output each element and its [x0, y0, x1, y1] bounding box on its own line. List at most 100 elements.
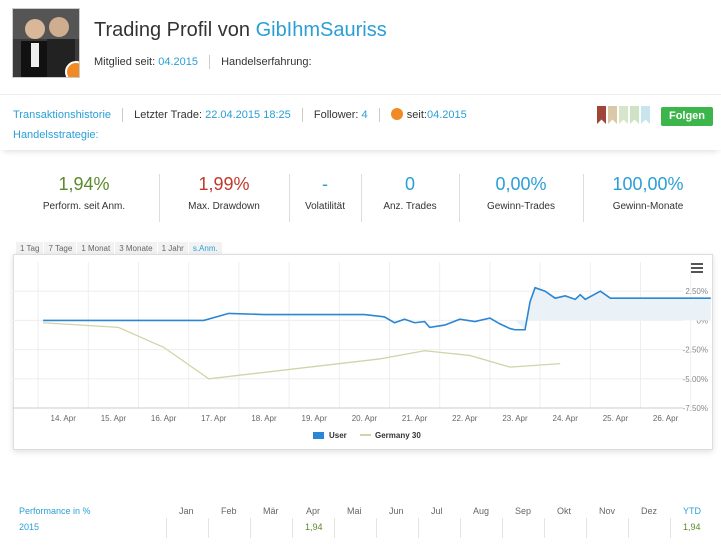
stat-trade-count: 0 Anz. Trades [362, 174, 458, 224]
stat-label: Gewinn-Monate [612, 201, 684, 212]
column-divider [376, 518, 377, 538]
column-divider [544, 518, 545, 538]
member-since-label: Mitglied seit: [94, 55, 156, 68]
stat-winning-trades: 0,00% Gewinn-Trades [460, 174, 582, 224]
range-tabs: 1 Tag 7 Tage 1 Monat 3 Monate 1 Jahr s.Anm. [16, 242, 223, 255]
profile-meta: Mitglied seit: 04.2015 Handelserfahrung: [94, 55, 312, 69]
range-tab-1-day[interactable]: 1 Tag [16, 242, 44, 255]
month-header: Mär [263, 506, 279, 516]
series-area [515, 287, 711, 330]
month-header: Mai [347, 506, 362, 516]
x-tick-label: 19. Apr [302, 414, 328, 423]
month-value-cell: 1,94 [305, 522, 323, 532]
rank-flags [597, 106, 652, 129]
divider [289, 174, 290, 222]
follower-count[interactable]: 4 [361, 109, 368, 121]
coin-icon [390, 108, 403, 120]
stat-value: 0,00% [495, 174, 547, 194]
transaction-history-link[interactable]: Transaktionshistorie [13, 109, 112, 121]
column-divider [208, 518, 209, 538]
range-tab-1-year[interactable]: 1 Jahr [157, 242, 188, 255]
stat-performance: 1,94% Perform. seit Anm. [10, 174, 158, 224]
divider [459, 174, 460, 222]
stat-volatility: - Volatilität [290, 174, 360, 224]
x-tick-label: 17. Apr [201, 414, 227, 423]
month-header: Jul [431, 506, 443, 516]
divider [159, 174, 160, 222]
stats-row: 1,94% Perform. seit Anm. 1,99% Max. Draw… [10, 174, 710, 224]
chart-menu-icon[interactable] [691, 263, 703, 275]
range-tab-1-month[interactable]: 1 Monat [77, 242, 115, 255]
performance-table: Performance in % Jan Feb Mär Apr Mai Jun Jul Au… [0, 500, 721, 550]
y-tick-label: -7.50% [683, 404, 708, 413]
x-tick-label: 14. Apr [51, 414, 77, 423]
month-header: Feb [221, 506, 237, 516]
x-tick-label: 23. Apr [502, 414, 528, 423]
rank-flag-icon [597, 106, 606, 124]
y-tick-label: 2.50% [685, 287, 708, 296]
profile-username[interactable]: GibIhmSauriss [255, 19, 387, 41]
trading-strategy-link[interactable]: Handelsstrategie: [13, 129, 99, 141]
stat-value: 100,00% [612, 174, 684, 194]
x-tick-label: 22. Apr [452, 414, 478, 423]
rank-flag-icon [641, 106, 650, 124]
column-divider [586, 518, 587, 538]
since-value: 04.2015 [426, 109, 467, 121]
y-tick-label: -2.50% [683, 346, 708, 355]
x-tick-label: 15. Apr [101, 414, 127, 423]
divider [301, 108, 303, 123]
ytd-header: YTD [683, 506, 701, 516]
follower-label: Follower: [313, 109, 359, 121]
rank-flag-icon [608, 106, 617, 124]
divider [378, 108, 380, 123]
year-cell[interactable]: 2015 [19, 522, 40, 532]
stat-label: Max. Drawdown [188, 201, 260, 212]
stat-max-drawdown: 1,99% Max. Drawdown [160, 174, 288, 224]
column-divider [166, 518, 167, 538]
rank-flag-icon [630, 106, 639, 124]
x-tick-label: 24. Apr [553, 414, 579, 423]
month-header: Jun [389, 506, 404, 516]
last-trade-label: Letzter Trade: [134, 109, 203, 121]
page-title: Trading Profil von GibIhmSauriss [94, 19, 387, 42]
experience-label: Handelserfahrung: [221, 55, 312, 68]
series-line [43, 286, 711, 331]
column-divider [418, 518, 419, 538]
column-divider [502, 518, 503, 538]
range-tab-since-signup[interactable]: s.Anm. [188, 242, 222, 255]
month-header: Apr [306, 506, 321, 516]
stat-value: 0 [404, 174, 415, 194]
legend-swatch [313, 432, 324, 439]
x-tick-label: 18. Apr [251, 414, 277, 423]
month-header: Sep [515, 506, 532, 516]
column-divider [460, 518, 461, 538]
avatar[interactable] [12, 8, 80, 78]
range-tab-7-days[interactable]: 7 Tage [44, 242, 77, 255]
x-tick-label: 16. Apr [151, 414, 177, 423]
follow-button[interactable]: Folgen [661, 107, 713, 126]
stat-value: 1,99% [198, 174, 250, 194]
y-tick-label: 0% [696, 316, 708, 325]
profile-header: Trading Profil von GibIhmSauriss Mitglie… [12, 8, 712, 80]
stat-label: Anz. Trades [383, 201, 437, 212]
trader-badge-icon [65, 61, 79, 77]
month-header: Aug [473, 506, 490, 516]
info-bar: Transaktionshistorie Letzter Trade: 22.0… [0, 94, 721, 150]
month-header: Nov [599, 506, 616, 516]
legend-label: Germany 30 [375, 431, 421, 440]
stat-label: Volatilität [304, 201, 346, 212]
divider [209, 55, 211, 69]
column-divider [334, 518, 335, 538]
stat-value: - [322, 174, 328, 194]
column-divider [670, 518, 671, 538]
x-tick-label: 25. Apr [603, 414, 629, 423]
stat-label: Gewinn-Trades [487, 201, 555, 212]
performance-title[interactable]: Performance in % [19, 506, 91, 516]
range-tab-3-months[interactable]: 3 Monate [115, 242, 157, 255]
legend-label: User [329, 431, 347, 440]
column-divider [250, 518, 251, 538]
y-tick-label: -5.00% [683, 375, 708, 384]
x-tick-label: 20. Apr [352, 414, 378, 423]
performance-chart: 2.50% 0% -2.50% -5.00% -7.50% 14. Apr 15. Apr 1… [13, 254, 713, 450]
title-prefix: Trading Profil von [94, 19, 250, 41]
